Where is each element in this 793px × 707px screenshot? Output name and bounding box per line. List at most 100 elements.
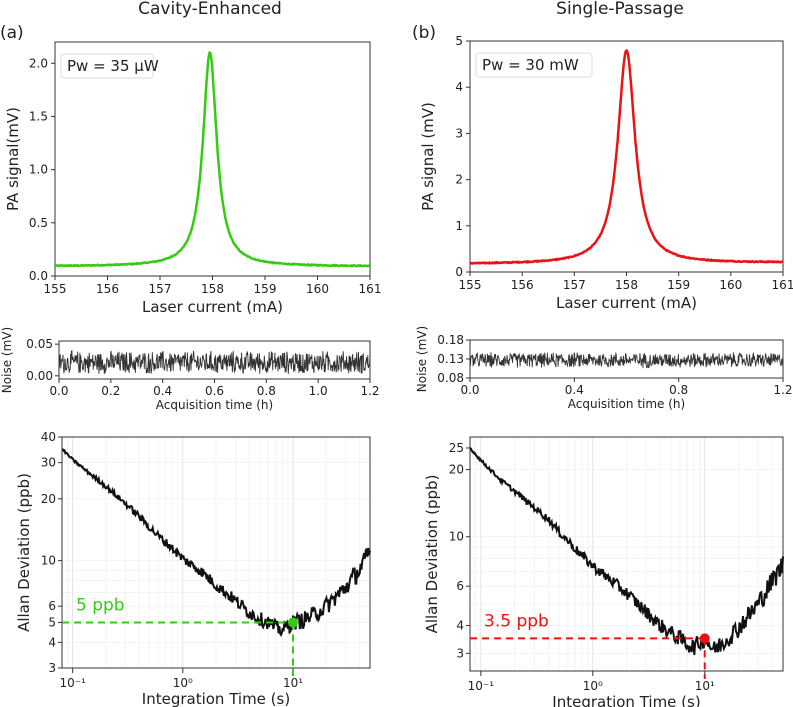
b-signal-xtick-label: 157: [563, 278, 586, 292]
b-signal-xtick-label: 156: [511, 278, 534, 292]
a-allan-marker: [288, 617, 298, 628]
b-allan-xtick-label: 10¹: [695, 679, 715, 693]
a-allan-xtick-label: 10¹: [283, 676, 303, 690]
plots: 155 156 157 158 159 160 1610.00.51.01.52.0Lase…: [0, 34, 793, 707]
b-noise-xtick-label: 1.2: [773, 383, 792, 397]
a-noise-ytick-label: 0.00: [26, 369, 53, 383]
a-allan-ytick-label: 3: [48, 661, 56, 675]
b-signal-xtick-label: 159: [667, 278, 690, 292]
panel-label-a: (a): [0, 23, 24, 43]
panel-label-b: (b): [412, 23, 436, 43]
b-noise-xtick-label: 0.8: [669, 383, 688, 397]
a-signal-ytick-label: 1.0: [29, 163, 48, 177]
a-signal-annotation: Pw = 35 μW: [67, 57, 159, 75]
b-noise-ytick-label: 0.13: [437, 352, 464, 366]
b-allan-ytick-label: 20: [449, 463, 464, 477]
a-signal-xtick-label: 155: [44, 282, 67, 296]
a-allan-annotation: 5 ppb: [76, 595, 125, 615]
a-signal-ytick-label: 0.5: [29, 216, 48, 230]
b-allan-ytick-label: 4: [456, 618, 464, 632]
a-allan-xtick-label: 10⁻¹: [59, 676, 86, 690]
a-noise-xtick-label: 0.8: [257, 384, 276, 398]
a-allan-ytick-label: 10: [41, 554, 56, 568]
a-signal-xtick-label: 156: [96, 282, 119, 296]
a-noise-xlabel: Acquisition time (h): [156, 398, 273, 412]
a-allan-xtick-label: 10⁰: [173, 676, 193, 690]
b-allan-xlabel: Integration Time (s): [552, 693, 700, 707]
a-noise-xtick-label: 0.2: [101, 384, 120, 398]
b-signal-ytick-label: 0: [455, 265, 463, 279]
b-noise-plot: 0.0 0.4 0.8 1.2 0.08 0.13 0.18 Acquisition time…: [415, 326, 793, 411]
b-allan-ytick-label: 10: [449, 530, 464, 544]
a-allan-ytick-label: 30: [41, 456, 56, 470]
a-signal-xtick-label: 157: [149, 282, 172, 296]
a-signal-xtick-label: 161: [359, 282, 382, 296]
b-signal-xtick-label: 161: [772, 278, 793, 292]
b-allan-ylabel: Allan Deviation (ppb): [423, 475, 441, 634]
a-noise-xtick-label: 0.0: [49, 384, 68, 398]
a-allan-ylabel: Allan Deviation (ppb): [15, 473, 33, 632]
b-signal-annotation-box: [475, 52, 593, 78]
title-b: Single-Passage: [556, 0, 684, 19]
b-allan-xtick-label: 10⁰: [583, 679, 603, 693]
b-allan-ytick-label: 3: [456, 646, 464, 660]
b-signal-ylabel: PA signal (mV): [419, 102, 437, 211]
a-signal-series-line: [54, 51, 371, 268]
b-signal-xlabel: Laser current (mA): [556, 294, 697, 312]
a-signal-ytick-label: 0.0: [29, 269, 48, 283]
b-signal-ytick-label: 5: [455, 34, 463, 48]
a-signal-ylabel: PA signal(mV): [4, 107, 22, 211]
a-noise-xtick-label: 0.6: [205, 384, 224, 398]
a-noise-series-line: [58, 350, 371, 375]
b-noise-ytick-label: 0.08: [437, 371, 464, 385]
a-signal-xtick-label: 160: [306, 282, 329, 296]
a-allan-series-line: [61, 448, 371, 638]
b-noise-ylabel: Noise (mV): [415, 326, 429, 392]
b-signal-plot: 155 156 157 158 159 160 161 0 1 2 3 4 5 Laser current…: [419, 34, 793, 312]
b-signal-xtick-label: 155: [459, 278, 482, 292]
a-allan-plot: 10⁻¹ 10⁰ 10¹ 3 4 5 6 10 20 30 40 Integration Time (…: [15, 430, 371, 707]
b-noise-ytick-label: 0.18: [437, 333, 464, 347]
b-allan-marker: [699, 633, 710, 644]
b-allan-ytick-label: 6: [456, 579, 464, 593]
a-noise-ytick-label: 0.05: [26, 337, 53, 351]
b-signal-ytick-label: 3: [455, 126, 463, 140]
a-signal-ytick-label: 2.0: [29, 56, 48, 70]
a-noise-plot: 0.0 0.2 0.4 0.6 0.8 1.0 1.2 0.00 0.05 Acquisition…: [0, 327, 380, 412]
b-allan-annotation: 3.5 ppb: [484, 611, 549, 631]
a-allan-ytick-label: 4: [48, 635, 56, 649]
b-signal-ytick-label: 2: [455, 173, 463, 187]
b-signal-ytick-label: 4: [455, 80, 463, 94]
a-allan-ytick-label: 6: [48, 599, 56, 613]
a-noise-xtick-label: 1.2: [360, 384, 379, 398]
a-noise-xtick-label: 0.4: [153, 384, 172, 398]
a-signal-ytick-label: 1.5: [29, 109, 48, 123]
b-noise-xtick-label: 0.4: [565, 383, 584, 397]
a-allan-xlabel: Integration Time (s): [142, 690, 290, 707]
title-a: Cavity-Enhanced: [138, 0, 282, 19]
b-signal-annotation: Pw = 30 mW: [482, 56, 579, 74]
a-signal-plot: 155 156 157 158 159 160 161 0.0 0.5 1.0 1.5 2.0 Lase…: [4, 41, 382, 316]
b-signal-xtick-label: 160: [719, 278, 742, 292]
a-signal-xtick-label: 158: [201, 282, 224, 296]
a-noise-ylabel: Noise (mV): [0, 327, 14, 393]
a-allan-ytick-label: 20: [41, 492, 56, 506]
a-noise-xtick-label: 1.0: [309, 384, 328, 398]
b-signal-series-line: [469, 48, 784, 265]
b-allan-plot: 10⁻¹ 10⁰ 10¹ 3 4 6 10 20 25 Integration Time (s) A…: [423, 436, 784, 707]
b-allan-ytick-label: 25: [449, 441, 464, 455]
b-noise-xlabel: Acquisition time (h): [568, 397, 685, 411]
a-allan-ytick-label: 40: [41, 430, 56, 444]
b-signal-xtick-label: 158: [615, 278, 638, 292]
a-signal-xlabel: Laser current (mA): [142, 298, 283, 316]
a-allan-ytick-label: 5: [48, 615, 56, 629]
b-noise-series-line: [469, 351, 784, 369]
b-signal-ytick-label: 1: [455, 219, 463, 233]
b-allan-xtick-label: 10⁻¹: [468, 679, 495, 693]
a-signal-xtick-label: 159: [254, 282, 277, 296]
a-signal-annotation-box: [60, 53, 154, 79]
b-noise-xtick-label: 0.0: [460, 383, 479, 397]
b-allan-frame: [469, 436, 784, 672]
b-allan-series-line: [469, 447, 784, 655]
